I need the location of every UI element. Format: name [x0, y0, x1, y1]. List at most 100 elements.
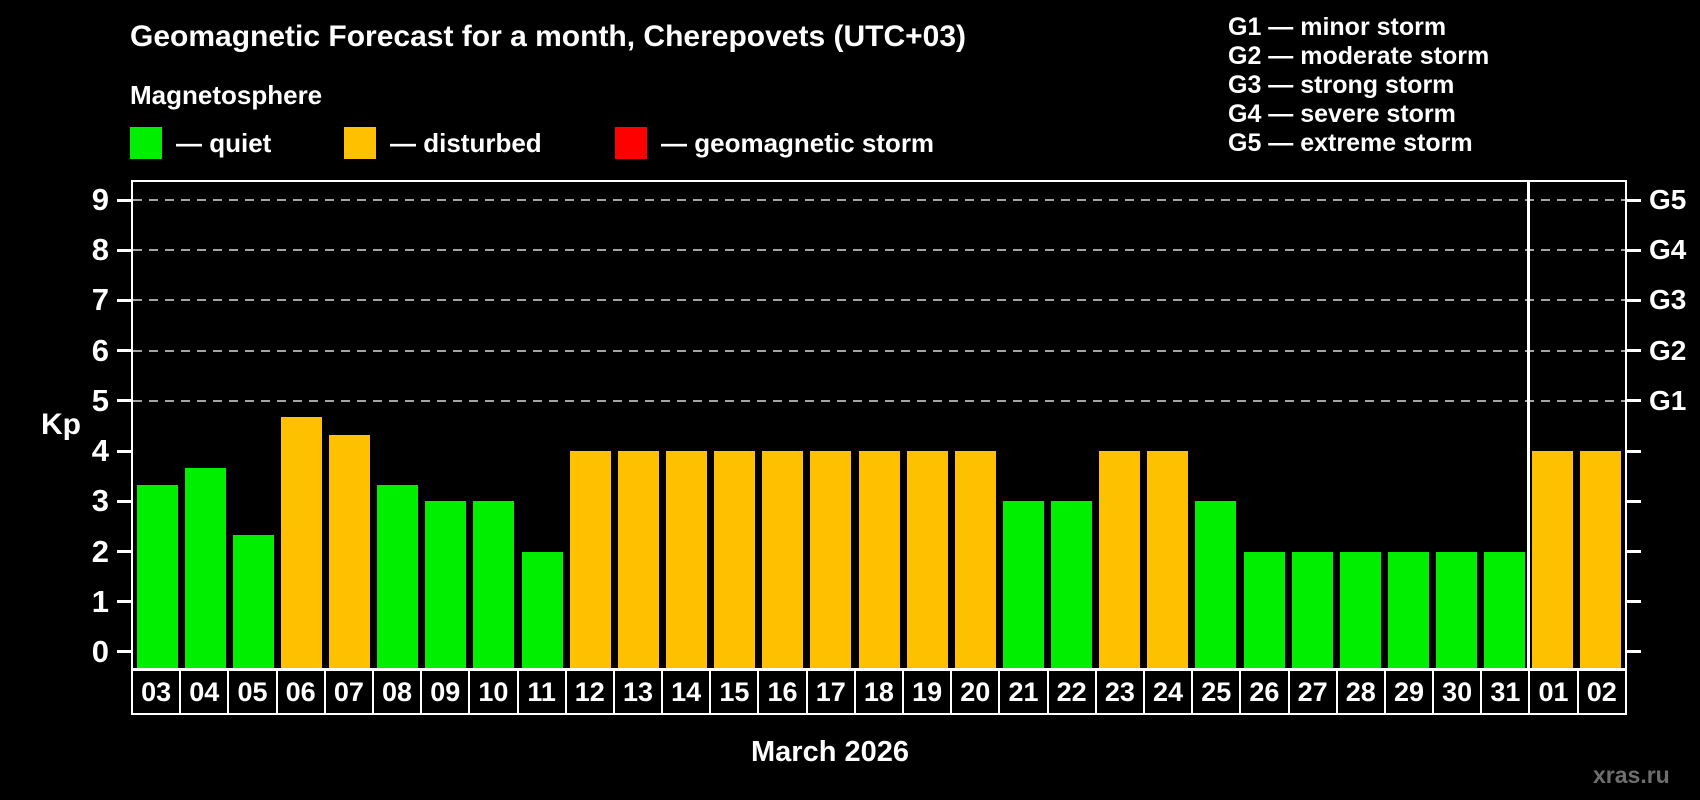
- gridline-kp6: [133, 349, 1625, 352]
- day-cell-29: 29: [1383, 671, 1432, 713]
- g-scale-label-g1: G1: [1649, 384, 1687, 416]
- y-axis-label-6: 6: [91, 332, 109, 368]
- storm-scale-line-g3: G3 — strong storm: [1228, 71, 1455, 99]
- disturbed-color-swatch: [344, 127, 376, 159]
- legend-item-label: — disturbed: [390, 127, 542, 158]
- bar-day-31: [1484, 551, 1526, 668]
- y-axis-tick-left-0: [117, 650, 131, 654]
- legend-item-label: — quiet: [176, 127, 272, 158]
- day-cell-22: 22: [1046, 671, 1095, 713]
- day-cell-23: 23: [1094, 671, 1143, 713]
- bar-day-07: [329, 434, 371, 668]
- magnetosphere-legend: — quiet — disturbed — geomagnetic storm: [0, 126, 1700, 160]
- day-cell-14: 14: [661, 671, 709, 713]
- month-boundary-line: [1527, 182, 1531, 668]
- storm-scale-line-g1: G1 — minor storm: [1228, 13, 1447, 41]
- bar-day-06: [280, 417, 322, 668]
- storm-scale-line-g5: G5 — extreme storm: [1228, 129, 1473, 157]
- day-cell-12: 12: [564, 671, 613, 713]
- bar-day-08: [377, 484, 419, 668]
- g-scale-label-g3: G3: [1649, 284, 1687, 316]
- day-cell-06: 06: [275, 671, 324, 713]
- day-cell-30: 30: [1432, 671, 1480, 713]
- y-axis-tick-right-4: [1627, 449, 1641, 453]
- y-axis-tick-right-2: [1627, 550, 1641, 554]
- bar-day-05: [232, 534, 274, 668]
- y-axis-title: Kp: [41, 408, 81, 441]
- bar-day-22: [1051, 501, 1093, 668]
- bar-day-21: [1002, 501, 1044, 668]
- day-cell-15: 15: [709, 671, 757, 713]
- y-axis-tick-left-4: [117, 449, 131, 453]
- day-cell-24: 24: [1142, 671, 1191, 713]
- y-axis-label-1: 1: [91, 583, 109, 619]
- y-axis-tick-left-5: [117, 399, 131, 403]
- day-cell-16: 16: [757, 671, 805, 713]
- g-scale-label-g5: G5: [1649, 184, 1687, 216]
- day-cell-20: 20: [950, 671, 998, 713]
- bar-day-12: [569, 451, 611, 668]
- quiet-color-swatch: [130, 127, 162, 159]
- plot-area: [131, 180, 1627, 670]
- day-cell-03: 03: [141, 677, 172, 707]
- bar-day-26: [1243, 551, 1285, 668]
- bar-day-28: [1339, 551, 1381, 668]
- bar-day-10: [473, 501, 515, 668]
- bar-day-11: [521, 551, 563, 668]
- day-cell-08: 08: [371, 671, 420, 713]
- bar-day-29: [1387, 551, 1429, 668]
- day-cell-10: 10: [468, 671, 516, 713]
- y-axis-tick-left-1: [117, 600, 131, 604]
- y-axis-tick-left-7: [117, 298, 131, 302]
- y-axis-tick-left-8: [117, 248, 131, 252]
- y-axis-label-9: 9: [91, 182, 109, 218]
- day-cell-07: 07: [323, 671, 372, 713]
- g-scale-label-g4: G4: [1649, 234, 1687, 266]
- gridline-kp7: [133, 299, 1625, 302]
- bar-day-20: [954, 451, 996, 668]
- legend-heading: Magnetosphere: [130, 80, 323, 110]
- y-axis-tick-right-7: [1627, 298, 1641, 302]
- y-axis-tick-left-2: [117, 550, 131, 554]
- storm-scale-line-g4: G4 — severe storm: [1228, 100, 1456, 128]
- x-axis-day-labels: 03 04 05 06 07 08 09 10 11 12 13 14 15 16 17 18 19 20 21 22…: [131, 669, 1627, 715]
- day-cell-21: 21: [998, 671, 1046, 713]
- bar-day-16: [762, 451, 804, 668]
- bar-day-04: [184, 467, 226, 668]
- y-axis-label-7: 7: [91, 282, 109, 318]
- g-scale-label-g2: G2: [1649, 334, 1687, 366]
- bar-day-01: [1532, 451, 1574, 668]
- day-cell-01: 01: [1528, 671, 1576, 713]
- day-cell-25: 25: [1191, 671, 1239, 713]
- bar-day-13: [617, 451, 659, 668]
- bar-day-09: [425, 501, 467, 668]
- watermark: xras.ru: [1593, 762, 1670, 788]
- bar-day-03: [136, 484, 178, 668]
- gridline-kp5: [133, 399, 1625, 402]
- bar-day-17: [810, 451, 852, 668]
- y-axis-label-5: 5: [91, 382, 109, 418]
- y-axis-tick-right-0: [1627, 650, 1641, 654]
- y-axis-label-0: 0: [91, 633, 109, 669]
- y-axis-label-2: 2: [91, 533, 109, 569]
- bar-day-18: [858, 451, 900, 668]
- bar-day-02: [1580, 451, 1622, 668]
- day-cell-19: 19: [902, 671, 950, 713]
- y-axis-label-4: 4: [91, 433, 109, 469]
- y-axis-tick-left-3: [117, 499, 131, 503]
- legend-item-geomagnetic-storm: — geomagnetic storm: [615, 126, 934, 160]
- day-cell-11: 11: [516, 671, 565, 713]
- y-axis-tick-right-1: [1627, 600, 1641, 604]
- storm-scale-legend: G1 — minor storm G2 — moderate storm G3 — …: [1228, 13, 1489, 158]
- bar-day-25: [1195, 501, 1237, 668]
- day-cell-13: 13: [612, 671, 661, 713]
- x-axis-title: March 2026: [751, 736, 909, 768]
- bar-day-15: [714, 451, 756, 668]
- chart-title: Geomagnetic Forecast for a month, Cherep…: [130, 20, 967, 53]
- day-cell-09: 09: [420, 671, 468, 713]
- day-cell-17: 17: [805, 671, 854, 713]
- bar-day-27: [1291, 551, 1333, 668]
- day-cell-02: 02: [1576, 671, 1625, 713]
- day-cell-18: 18: [853, 671, 902, 713]
